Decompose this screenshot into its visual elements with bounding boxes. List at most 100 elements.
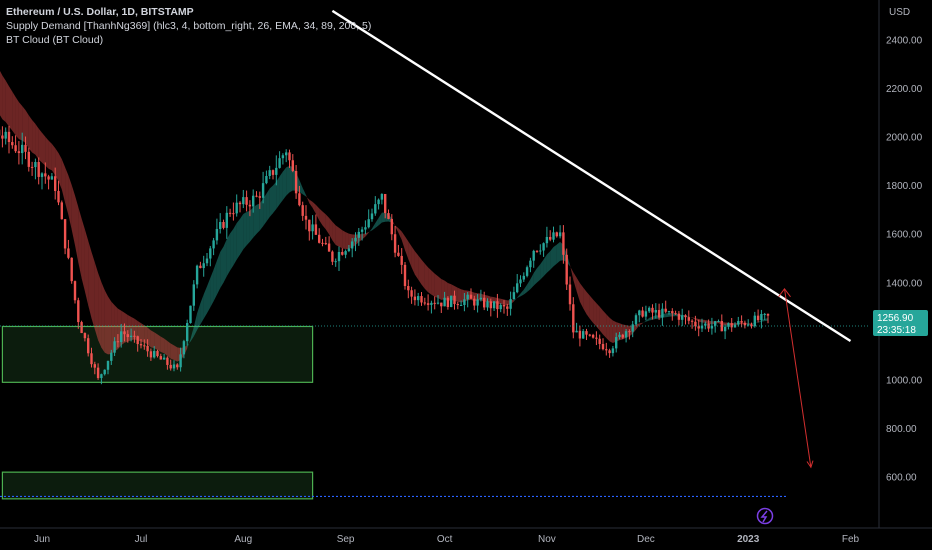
candle-body	[506, 306, 509, 309]
candle	[572, 297, 575, 339]
cloud-segment	[692, 317, 696, 320]
candle-body	[179, 354, 182, 368]
cloud-segment	[114, 305, 118, 352]
cloud-segment	[111, 301, 115, 355]
candle	[525, 265, 529, 278]
candle	[149, 348, 153, 361]
cloud-segment	[249, 207, 254, 242]
candle	[410, 286, 413, 304]
candle-body	[720, 321, 723, 332]
cloud-segment	[609, 317, 613, 343]
cloud-segment	[131, 316, 135, 341]
candle-body	[139, 344, 143, 346]
cloud-segment	[329, 217, 333, 241]
symbol-title[interactable]: Ethereum / U.S. Dollar, 1D, BITSTAMP	[6, 6, 194, 18]
candle-body	[522, 275, 525, 280]
candle	[77, 297, 80, 329]
candle-body	[440, 302, 443, 307]
candle-body	[129, 335, 133, 338]
cloud-segment	[61, 159, 66, 203]
cloud-segment	[322, 211, 326, 230]
cloud-segment	[345, 232, 349, 249]
candle	[426, 294, 430, 311]
candle	[103, 369, 106, 376]
candle	[760, 309, 763, 329]
candle	[27, 147, 30, 172]
cloud-segment	[586, 291, 590, 319]
cloud-segment	[108, 296, 112, 355]
cloud-segment	[32, 120, 36, 155]
candle-body	[11, 142, 14, 146]
candle	[681, 308, 684, 327]
candle-body	[146, 345, 149, 352]
candle	[723, 324, 727, 340]
candle-body	[186, 323, 189, 342]
candle-body	[199, 265, 202, 269]
candle-body	[205, 258, 209, 264]
candle	[763, 312, 766, 321]
candle	[522, 272, 525, 282]
time-tick-label: Dec	[637, 534, 655, 545]
cloud-segment	[395, 225, 399, 233]
candle	[156, 349, 159, 358]
time-tick-label: Aug	[234, 534, 252, 545]
candle-body	[304, 215, 308, 220]
candle-body	[634, 315, 638, 325]
candle-body	[753, 315, 756, 327]
time-axis[interactable]: Jun Jul Aug Sep Oct Nov Dec 2023 Feb	[0, 527, 932, 545]
cloud-segment	[457, 287, 462, 303]
candle-body	[595, 337, 598, 339]
candle-body	[654, 310, 657, 313]
candle-body	[466, 294, 469, 300]
cloud-segment	[309, 199, 313, 208]
cloud-segment	[688, 316, 693, 318]
candle-body	[605, 349, 608, 351]
candle-body	[598, 338, 601, 344]
cloud-segment	[708, 320, 712, 325]
candle	[301, 201, 304, 221]
candle-body	[189, 305, 192, 324]
candle-body	[288, 152, 291, 161]
candle-body	[545, 236, 549, 244]
indicator-bt-cloud[interactable]: BT Cloud (BT Cloud)	[6, 34, 104, 46]
candle	[436, 295, 440, 305]
candle-body	[235, 202, 238, 214]
candle	[261, 171, 265, 204]
candle-body	[294, 170, 298, 194]
cloud-segment	[418, 255, 422, 285]
candle-body	[532, 250, 535, 261]
candle	[704, 321, 707, 330]
candle	[17, 141, 21, 165]
cloud-segment	[315, 204, 320, 221]
candle-body	[265, 176, 268, 184]
candle-body	[255, 195, 258, 197]
currency-label: USD	[889, 7, 910, 18]
candle-body	[463, 299, 466, 305]
candle	[393, 225, 397, 258]
candle	[585, 328, 588, 340]
candle	[54, 167, 57, 200]
candle-body	[687, 317, 690, 321]
indicator-supply-demand[interactable]: Supply Demand [ThanhNg369] (hlc3, 4, bot…	[6, 20, 372, 32]
candle	[502, 300, 506, 314]
candle	[215, 218, 219, 245]
cloud-segment	[51, 143, 56, 175]
candle	[7, 125, 11, 154]
candle	[136, 335, 139, 352]
candle-body	[123, 331, 126, 335]
cloud-segment	[523, 284, 528, 295]
candle	[318, 228, 321, 244]
candle-body	[202, 263, 205, 269]
candle	[737, 316, 740, 327]
tradingview-logo-icon[interactable]	[756, 507, 774, 525]
candle-body	[539, 250, 542, 252]
candle	[697, 319, 700, 337]
candle-body	[159, 356, 162, 360]
candle	[281, 153, 285, 165]
cloud-segment	[147, 327, 151, 348]
candle	[219, 213, 222, 234]
cloud-segment	[758, 320, 762, 323]
candle	[14, 135, 17, 153]
candle-body	[489, 301, 492, 309]
